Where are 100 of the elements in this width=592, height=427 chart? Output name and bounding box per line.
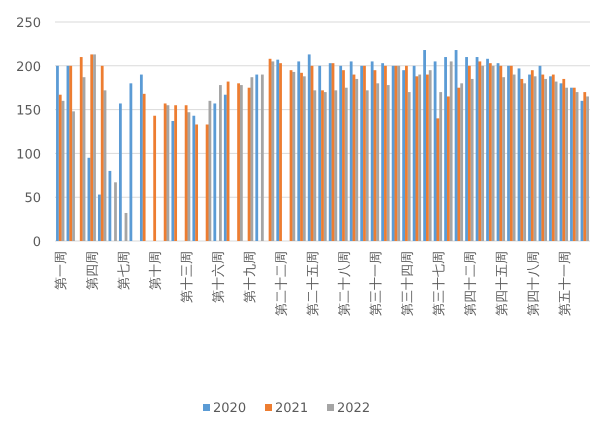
bar bbox=[507, 66, 510, 241]
bar bbox=[468, 66, 471, 241]
bar bbox=[457, 88, 460, 241]
bar bbox=[436, 118, 440, 241]
bar bbox=[192, 116, 196, 241]
x-tick-label: 第四十八周 bbox=[526, 251, 542, 316]
bar bbox=[321, 90, 324, 241]
x-tick-label: 第十三周 bbox=[180, 251, 196, 303]
bar bbox=[434, 61, 436, 241]
bar bbox=[352, 74, 356, 241]
bar bbox=[56, 66, 59, 241]
bar bbox=[363, 66, 366, 241]
bar bbox=[82, 77, 86, 241]
bar bbox=[206, 124, 209, 241]
bar bbox=[279, 63, 282, 241]
bar bbox=[248, 88, 250, 241]
bar bbox=[405, 66, 408, 241]
bar bbox=[392, 66, 395, 241]
x-tick-label: 第四周 bbox=[86, 251, 101, 290]
bar bbox=[218, 85, 222, 241]
bar bbox=[188, 112, 190, 241]
legend-label: 2022 bbox=[337, 401, 370, 416]
bar bbox=[446, 96, 450, 241]
x-tick-label: 第二十八周 bbox=[337, 251, 352, 316]
bar bbox=[226, 82, 230, 241]
bar bbox=[496, 63, 500, 241]
bar bbox=[454, 50, 458, 241]
bar bbox=[374, 70, 376, 241]
bar bbox=[554, 82, 558, 241]
bar bbox=[195, 124, 198, 241]
x-tick-label: 第三十四周 bbox=[400, 251, 416, 316]
bar bbox=[93, 54, 96, 241]
y-tick-label: 100 bbox=[16, 147, 41, 162]
bar bbox=[310, 66, 314, 241]
bar bbox=[153, 116, 156, 241]
bar bbox=[444, 57, 447, 241]
bar bbox=[240, 85, 243, 241]
x-tick-label: 第二十五周 bbox=[306, 251, 322, 316]
y-tick-label: 50 bbox=[24, 191, 41, 206]
bar bbox=[72, 111, 75, 241]
bar bbox=[184, 105, 188, 241]
bar bbox=[104, 90, 106, 241]
x-tick-label: 第四十五周 bbox=[494, 251, 510, 316]
bar bbox=[402, 70, 406, 241]
x-tick-label: 第十周 bbox=[148, 251, 164, 290]
bar bbox=[344, 88, 348, 241]
bar bbox=[62, 100, 64, 241]
bar bbox=[66, 66, 70, 241]
bar bbox=[381, 63, 384, 241]
x-tick-label: 第四十二周 bbox=[463, 251, 478, 316]
bar bbox=[538, 66, 542, 241]
bar bbox=[465, 57, 468, 241]
bar bbox=[486, 58, 489, 241]
x-tick-label: 第十六周 bbox=[212, 251, 227, 303]
bar bbox=[572, 88, 576, 241]
bar bbox=[268, 58, 272, 241]
x-tick-label: 第二十二周 bbox=[274, 251, 290, 316]
bar bbox=[576, 92, 578, 241]
bar bbox=[544, 78, 547, 241]
bar bbox=[512, 74, 516, 241]
bar bbox=[423, 50, 426, 241]
bar bbox=[174, 105, 178, 241]
bar bbox=[528, 74, 531, 241]
bar bbox=[394, 66, 398, 241]
bar bbox=[580, 100, 584, 241]
bar bbox=[300, 72, 303, 241]
y-tick-label: 0 bbox=[32, 235, 41, 250]
bar bbox=[549, 76, 552, 241]
bar bbox=[124, 212, 128, 241]
legend-label: 2020 bbox=[213, 401, 246, 416]
bar bbox=[166, 105, 170, 241]
bar bbox=[565, 88, 568, 241]
bar bbox=[523, 83, 526, 241]
bar bbox=[208, 100, 212, 241]
x-tick-label: 第一周 bbox=[54, 251, 70, 290]
bar bbox=[478, 61, 482, 241]
bar bbox=[332, 63, 334, 241]
bar bbox=[164, 103, 167, 241]
legend-label: 2021 bbox=[275, 401, 308, 416]
bar bbox=[570, 88, 573, 241]
bar bbox=[518, 68, 520, 241]
bar bbox=[412, 66, 416, 241]
y-tick-label: 200 bbox=[16, 60, 41, 75]
bar bbox=[534, 76, 536, 241]
y-tick-label: 150 bbox=[16, 104, 41, 119]
bar bbox=[114, 182, 117, 241]
bar bbox=[140, 74, 143, 241]
bar bbox=[108, 170, 112, 241]
x-tick-label: 第五十一周 bbox=[558, 251, 573, 316]
x-tick-label: 第三十七周 bbox=[432, 251, 447, 316]
bar bbox=[98, 194, 101, 241]
bar bbox=[560, 83, 562, 241]
x-tick-label: 第三十一周 bbox=[368, 251, 384, 316]
bar bbox=[290, 70, 292, 241]
bar bbox=[250, 77, 254, 241]
x-tick-label: 第十九周 bbox=[243, 251, 258, 303]
bar bbox=[502, 77, 506, 241]
bar bbox=[237, 83, 240, 241]
bar bbox=[260, 74, 264, 241]
x-tick-label: 第七周 bbox=[117, 251, 132, 290]
